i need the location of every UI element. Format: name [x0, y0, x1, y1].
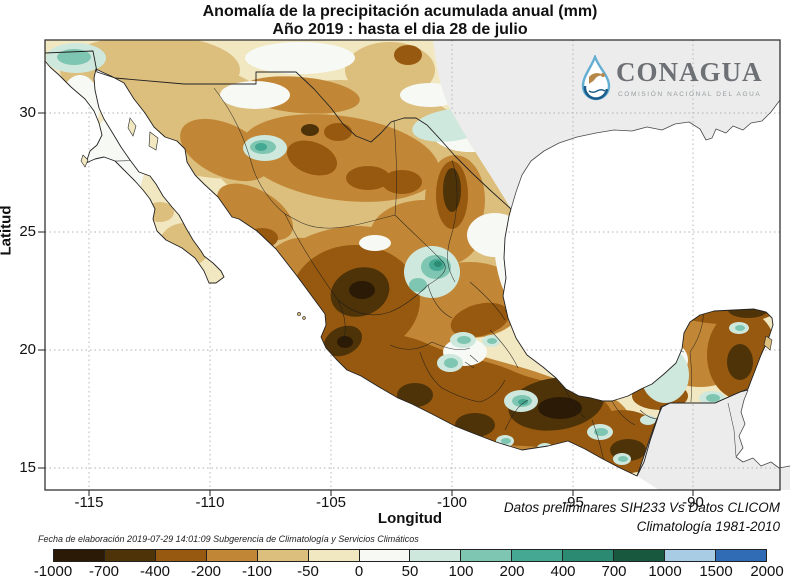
colorbar-segment [308, 550, 360, 561]
mexico-guatemala-border [636, 389, 749, 477]
title-line-2: Año 2019 : hasta el dia 28 de julio [272, 21, 528, 38]
colorbar-segment [206, 550, 258, 561]
y-tick-label: 20 [19, 341, 36, 358]
elaboration-note: Fecha de elaboración 2019-07-29 14:01:09… [38, 534, 419, 544]
colorbar-tick-label: 200 [499, 563, 525, 580]
colorbar-tick-label: 400 [550, 563, 576, 580]
conagua-logo: CONAGUA COMISIÓN NACIONAL DEL AGUA [580, 55, 780, 103]
colorbar-segment [410, 550, 462, 561]
colorbar-tick-label: 700 [601, 563, 627, 580]
colorbar-tick-label: 2000 [750, 563, 784, 580]
title-line-1: Anomalía de la precipitación acumulada a… [202, 3, 598, 20]
us-mexico-border [44, 50, 512, 210]
colorbar-tick-label: -50 [297, 563, 319, 580]
colorbar-tick-label: 1500 [699, 563, 733, 580]
x-tick-label: -115 [74, 494, 104, 511]
colorbar-tick-label: -1000 [33, 563, 73, 580]
colorbar-segment [257, 550, 309, 561]
conagua-subtitle: COMISIÓN NACIONAL DEL AGUA [618, 91, 762, 98]
x-tick-label: -105 [315, 494, 347, 511]
y-tick-label: 15 [19, 459, 36, 476]
colorbar-segment [715, 550, 766, 561]
x-tick-label: -110 [195, 494, 225, 511]
belize-guatemala-border [727, 402, 737, 457]
colorbar-segment [461, 550, 513, 561]
colorbar-segment [155, 550, 207, 561]
anomaly-contours [46, 40, 773, 474]
anomaly-field [44, 40, 774, 477]
colorbar-segments [53, 549, 767, 562]
conagua-wordmark: CONAGUA [616, 57, 763, 87]
colorbar-tick-label: -400 [139, 563, 171, 580]
conagua-drop-icon [581, 55, 611, 101]
y-tick-label: 25 [19, 223, 36, 240]
x-tick-label: -100 [436, 494, 468, 511]
colorbar-tick-label: 1000 [648, 563, 682, 580]
us-gulf-coastline [510, 99, 781, 210]
x-tick-label: -90 [682, 494, 704, 511]
figure-title: Anomalía de la precipitación acumulada a… [0, 3, 800, 39]
colorbar-tick-label: -100 [241, 563, 273, 580]
x-axis-label: Longitud [377, 510, 443, 527]
x-tick-label: -95 [562, 494, 584, 511]
state-boundaries [83, 87, 704, 467]
climatology-note: Climatología 1981-2010 [636, 519, 780, 534]
axis-tick-marks [38, 112, 694, 496]
colorbar-segment [104, 550, 156, 561]
y-tick-label: 30 [19, 104, 36, 121]
guatemala-belize-region [637, 390, 790, 490]
colorbar-segment [512, 550, 564, 561]
colorbar-tick-label: -200 [190, 563, 222, 580]
plot-frame [44, 39, 781, 491]
colorbar-segment [614, 550, 666, 561]
colorbar-segment [563, 550, 615, 561]
colorbar-tick-label: 50 [401, 563, 419, 580]
colorbar-segment [665, 550, 716, 561]
usa-region [433, 40, 780, 209]
mexico-coastline [44, 60, 774, 477]
colorbar-tick-label: 100 [448, 563, 474, 580]
datasets-note: Datos preliminares SIH233 Vs Datos CLICO… [503, 500, 780, 515]
colorbar-segment [359, 550, 411, 561]
colorbar-tick-label: -700 [88, 563, 120, 580]
islands [80, 117, 773, 351]
belize-honduras-coastline [735, 389, 791, 469]
colorbar-segment [54, 550, 105, 561]
colorbar-tick-label: 0 [354, 563, 364, 580]
